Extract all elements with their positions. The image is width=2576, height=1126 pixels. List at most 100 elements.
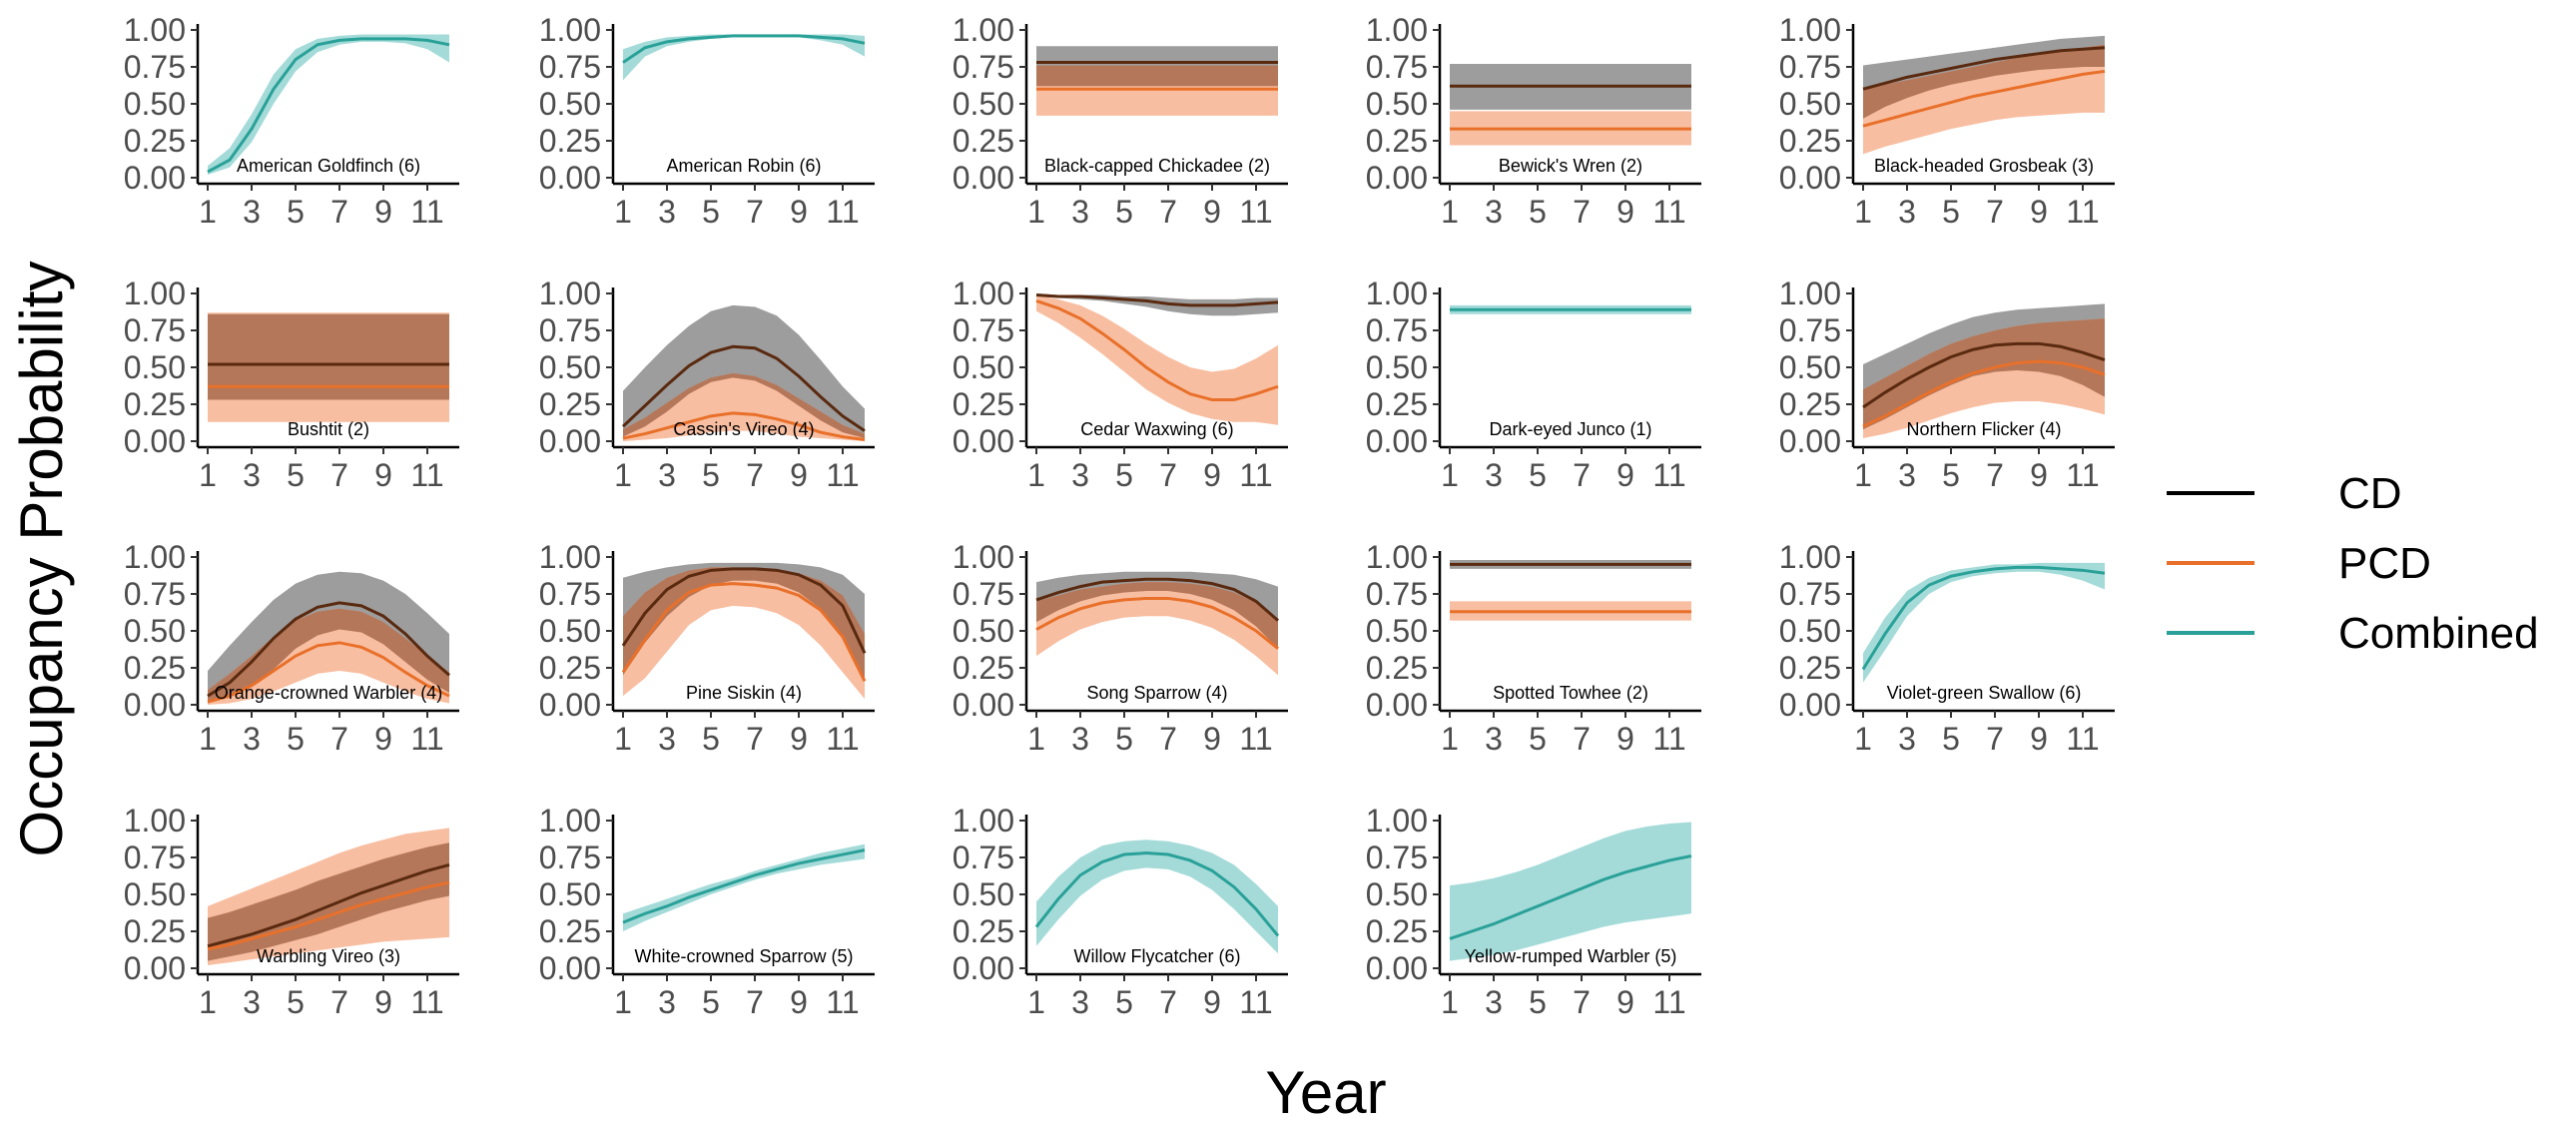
x-tick-label: 9	[374, 984, 392, 1020]
series-line-cd	[1035, 292, 1279, 307]
panel-title: Bushtit (2)	[288, 419, 369, 439]
x-tick-label: 9	[2030, 721, 2048, 757]
x-tick-label: 11	[410, 194, 443, 230]
x-tick-label: 1	[614, 194, 632, 230]
y-tick-label: 0.50	[124, 613, 186, 649]
x-tick-label: 5	[1115, 721, 1133, 757]
y-tick-label: 0.75	[1366, 576, 1428, 612]
y-tick-label: 0.00	[124, 950, 186, 986]
legend-label-pcd: PCD	[2338, 539, 2431, 588]
x-tick-label: 11	[1652, 721, 1685, 757]
x-tick-label: 1	[1441, 721, 1459, 757]
x-tick-label: 7	[1573, 984, 1591, 1020]
series-line-cd	[1862, 341, 2106, 409]
x-tick-label: 3	[1485, 457, 1503, 493]
panel: 0.000.250.500.751.00 1 3 5 7 9 11 Cedar Waxwing…	[953, 276, 1288, 493]
x-tick-label: 7	[746, 721, 764, 757]
y-tick-label: 0.75	[953, 49, 1014, 85]
x-tick-label: 7	[1159, 984, 1177, 1020]
y-tick-label: 0.50	[1366, 876, 1428, 912]
x-tick-label: 5	[287, 457, 305, 493]
x-tick-label: 3	[1485, 194, 1503, 230]
y-tick-label: 0.25	[124, 123, 186, 159]
y-tick-label: 1.00	[953, 276, 1014, 311]
x-tick-label: 9	[1203, 194, 1221, 230]
y-tick-label: 0.50	[1366, 613, 1428, 649]
x-tick-label: 1	[199, 984, 217, 1020]
x-tick-label: 5	[1529, 194, 1547, 230]
x-tick-label: 3	[1071, 984, 1089, 1020]
series-line-cd	[621, 567, 867, 654]
confidence-band-overlap	[1036, 582, 1278, 649]
y-tick-label: 0.50	[539, 876, 601, 912]
panel: 0.000.250.500.751.00 1 3 5 7 9 11 Black-headed …	[1779, 12, 2115, 230]
y-tick-label: 0.75	[539, 312, 601, 348]
y-tick-label: 1.00	[539, 12, 601, 48]
panel-title: Pine Siskin (4)	[686, 683, 802, 703]
y-tick-label: 1.00	[953, 12, 1014, 48]
x-tick-label: 3	[243, 194, 261, 230]
y-tick-label: 1.00	[124, 803, 186, 839]
series-line-pcd	[207, 880, 450, 951]
x-tick-label: 11	[2066, 457, 2099, 493]
x-tick-label: 1	[614, 721, 632, 757]
x-tick-label: 5	[1529, 984, 1547, 1020]
series-line-pcd	[1035, 298, 1279, 402]
y-tick-label: 1.00	[124, 276, 186, 311]
panel-title: Dark-eyed Junco (1)	[1489, 419, 1651, 439]
panel-title: American Robin (6)	[666, 156, 821, 176]
panel-title: Orange-crowned Warbler (4)	[215, 683, 442, 703]
panel: 0.000.250.500.751.00 1 3 5 7 9 11 American Gold…	[124, 12, 459, 230]
panel-title: Cassin's Vireo (4)	[673, 419, 814, 439]
y-tick-label: 0.50	[539, 86, 601, 122]
x-tick-label: 1	[199, 194, 217, 230]
y-tick-label: 0.25	[539, 913, 601, 949]
x-tick-label: 3	[658, 457, 676, 493]
y-tick-label: 0.00	[953, 950, 1014, 986]
x-tick-label: 5	[1942, 457, 1960, 493]
x-tick-label: 3	[1898, 194, 1916, 230]
y-tick-label: 0.50	[539, 349, 601, 385]
x-tick-label: 1	[199, 457, 217, 493]
confidence-band-overlap	[208, 313, 449, 400]
y-tick-label: 0.75	[539, 840, 601, 875]
series-line-combined	[622, 848, 866, 924]
panel: 0.000.250.500.751.00 1 3 5 7 9 11 Yellow-rumped…	[1366, 803, 1701, 1020]
x-tick-label: 5	[287, 194, 305, 230]
y-tick-label: 0.25	[539, 123, 601, 159]
x-axis-title: Year	[1265, 1059, 1386, 1126]
x-tick-label: 11	[826, 194, 859, 230]
y-tick-label: 0.00	[539, 687, 601, 723]
series-line-cd	[621, 344, 866, 432]
y-tick-label: 1.00	[539, 803, 601, 839]
series-line-cd	[1862, 46, 2106, 91]
x-tick-label: 5	[1942, 194, 1960, 230]
x-tick-label: 11	[826, 984, 859, 1020]
panel: 0.000.250.500.751.00 1 3 5 7 9 11 Orange-crowne…	[124, 539, 459, 757]
x-tick-label: 9	[1203, 721, 1221, 757]
x-tick-label: 5	[702, 984, 720, 1020]
confidence-band-combined	[208, 34, 449, 176]
x-tick-label: 3	[658, 721, 676, 757]
y-tick-label: 1.00	[1366, 12, 1428, 48]
x-tick-label: 3	[1071, 194, 1089, 230]
x-tick-label: 7	[1159, 194, 1177, 230]
y-tick-label: 0.50	[124, 876, 186, 912]
y-tick-label: 1.00	[124, 12, 186, 48]
y-tick-label: 0.00	[1366, 950, 1428, 986]
y-tick-label: 0.75	[124, 576, 186, 612]
x-tick-label: 7	[330, 984, 348, 1020]
x-tick-label: 11	[1652, 194, 1685, 230]
y-tick-label: 1.00	[1779, 276, 1841, 311]
panel-title: Spotted Towhee (2)	[1493, 683, 1648, 703]
x-tick-label: 7	[1159, 721, 1177, 757]
x-tick-label: 11	[1239, 721, 1272, 757]
x-tick-label: 5	[702, 721, 720, 757]
x-tick-label: 11	[2066, 194, 2099, 230]
y-tick-label: 0.00	[1779, 423, 1841, 459]
x-tick-label: 11	[410, 457, 443, 493]
x-tick-label: 9	[1203, 457, 1221, 493]
